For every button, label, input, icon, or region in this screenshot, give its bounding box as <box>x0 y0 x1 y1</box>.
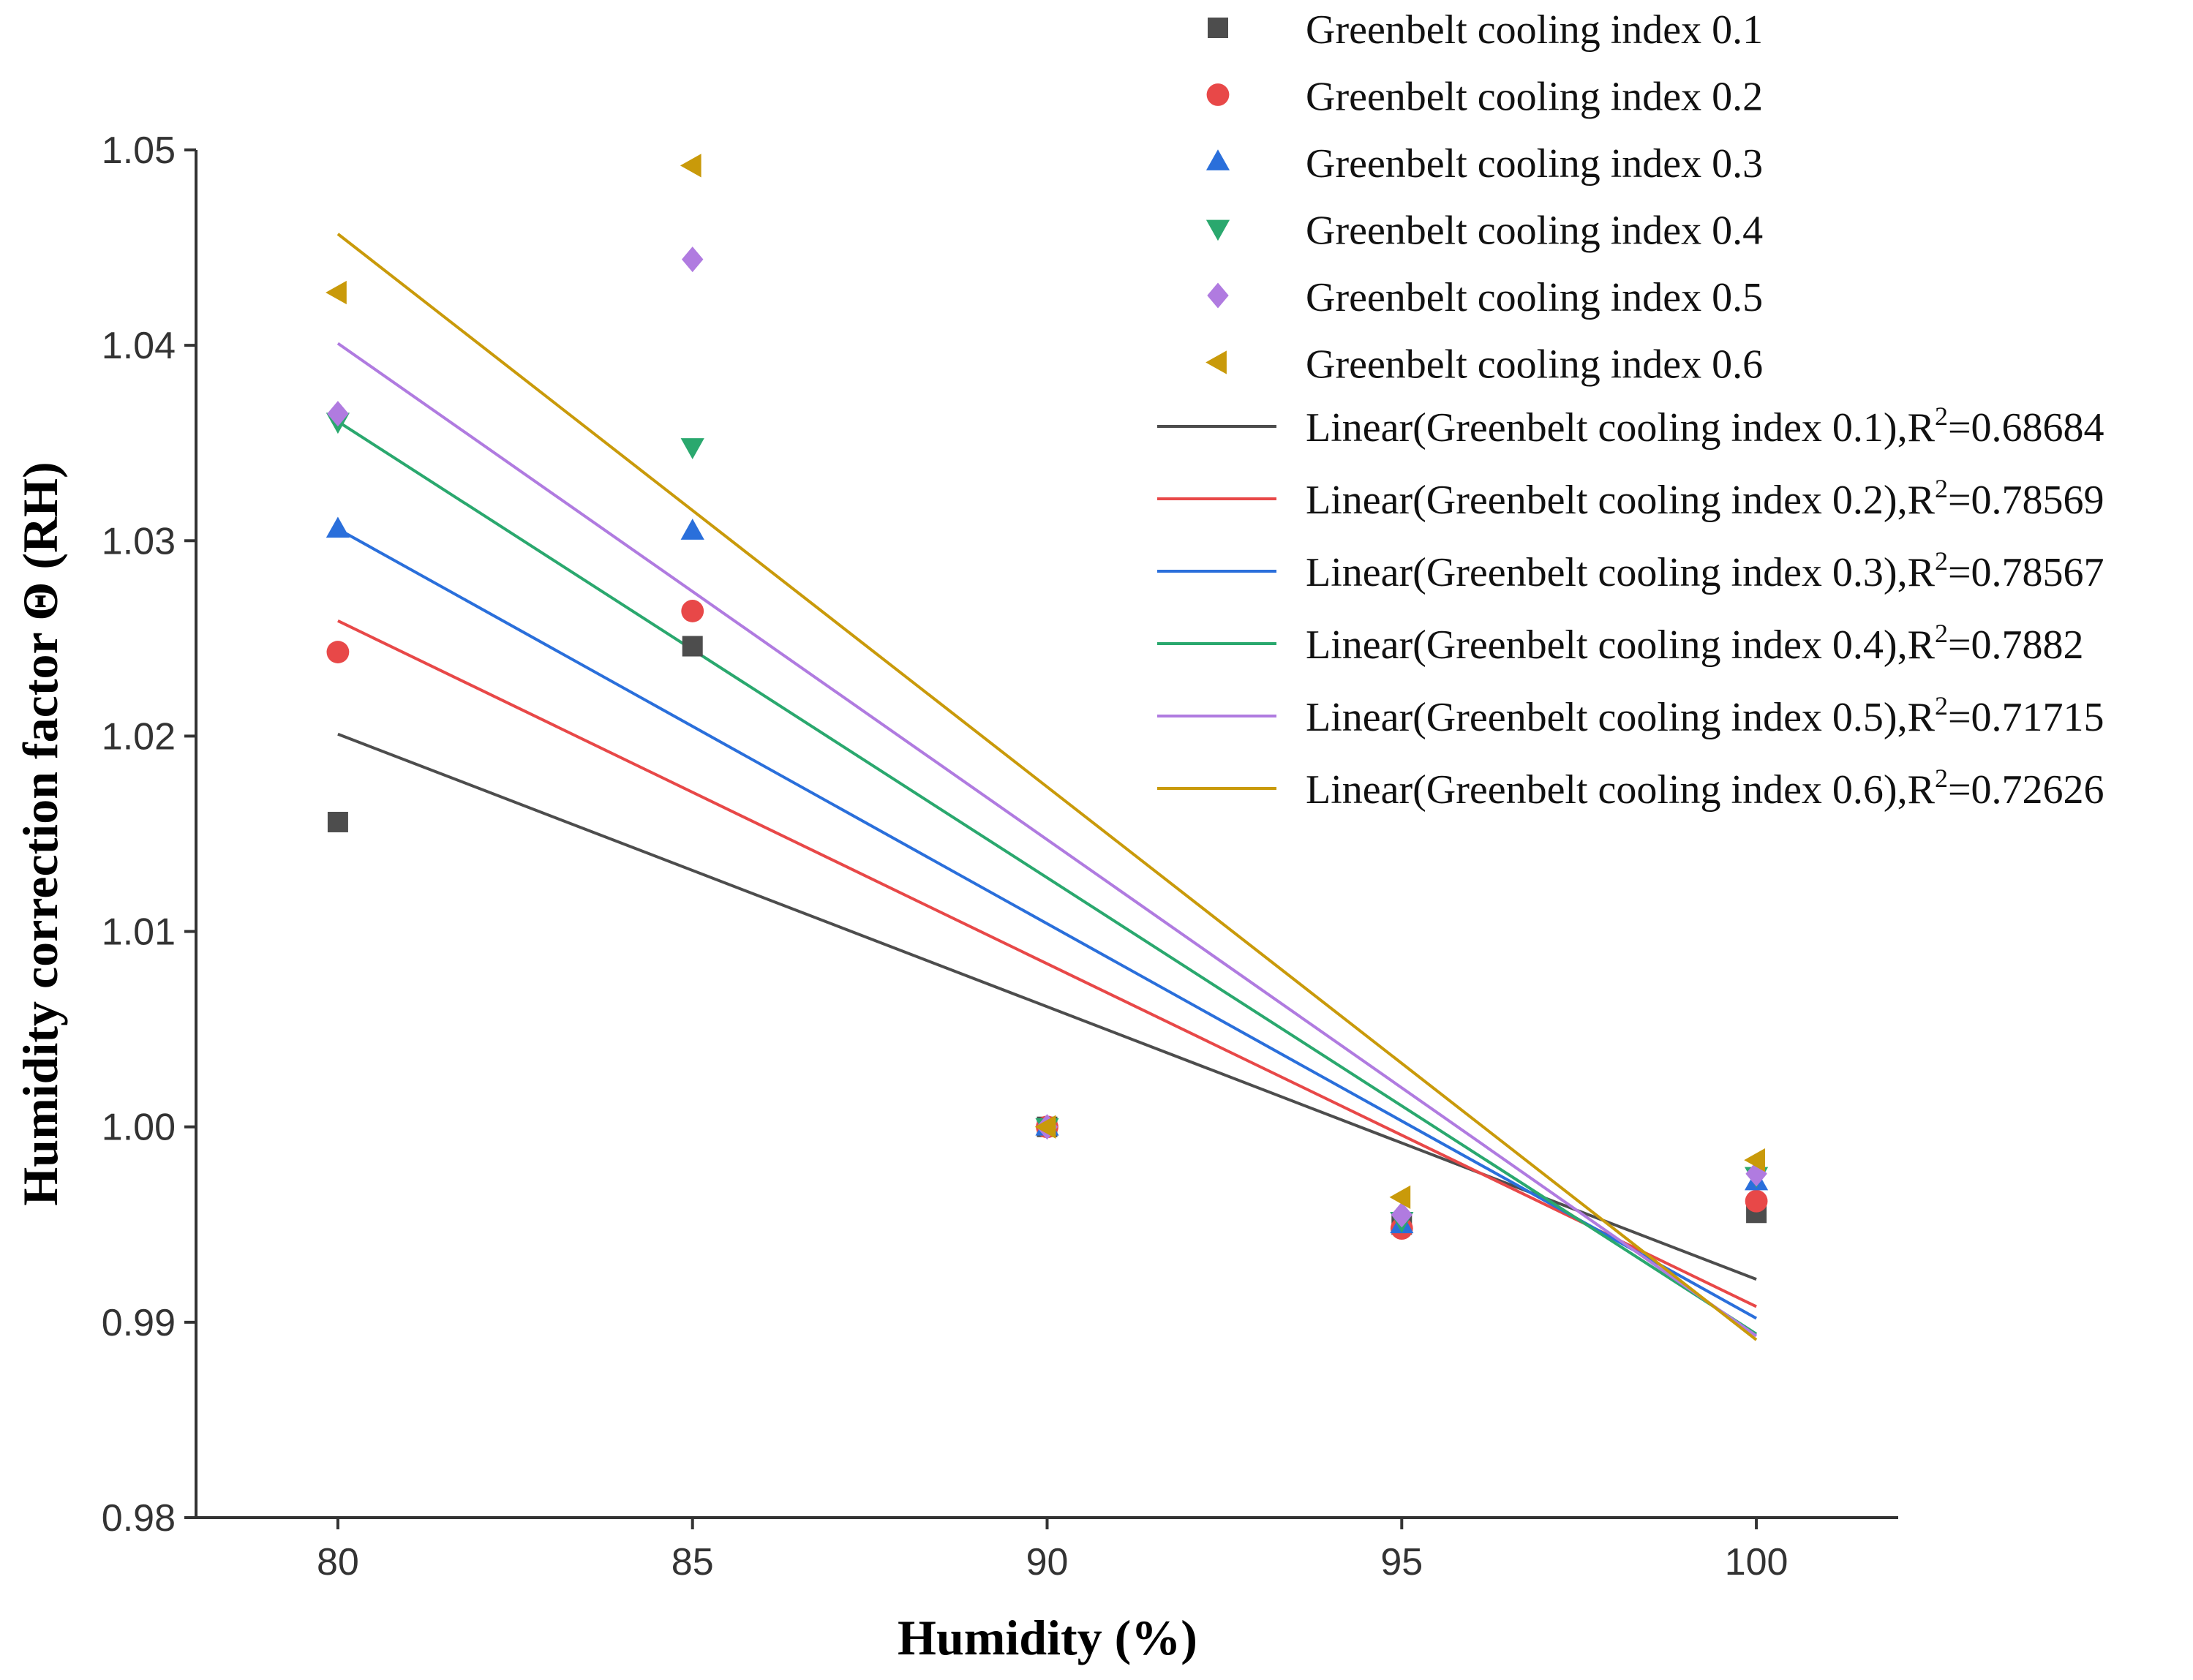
y-tick-label: 1.05 <box>102 129 176 172</box>
legend-label-4: Greenbelt cooling index 0.4 <box>1306 208 1763 254</box>
fit-line-6 <box>336 233 1758 1341</box>
y-tick-label: 0.99 <box>102 1302 176 1344</box>
fit-line-2 <box>337 619 1757 1308</box>
point-series-3-x80 <box>326 516 350 538</box>
legend-fit-label-3: Linear(Greenbelt cooling index 0.3),R2=0… <box>1306 546 2104 595</box>
legend-label-6: Greenbelt cooling index 0.6 <box>1306 342 1763 388</box>
point-series-6-x80 <box>326 280 347 305</box>
point-series-5-x85 <box>682 246 704 273</box>
point-series-1-x80 <box>327 811 348 832</box>
y-tick-label: 1.03 <box>102 520 176 562</box>
legend-label-3: Greenbelt cooling index 0.3 <box>1306 141 1763 187</box>
x-axis-title: Humidity (%) <box>898 1610 1197 1665</box>
legend-fit-label-6: Linear(Greenbelt cooling index 0.6),R2=0… <box>1306 764 2104 813</box>
fit-line-3 <box>336 527 1758 1320</box>
point-series-2-x100 <box>1745 1189 1768 1213</box>
point-series-6-x95 <box>1389 1185 1411 1209</box>
x-ticks: 80 85 90 95 100 <box>317 1518 1788 1583</box>
legend-fit-label-2: Linear(Greenbelt cooling index 0.2),R2=0… <box>1306 474 2104 523</box>
x-tick-label: 90 <box>1026 1541 1069 1583</box>
fit-line-4 <box>336 420 1758 1336</box>
legend-fit-label-4: Linear(Greenbelt cooling index 0.4),R2=0… <box>1306 619 2084 668</box>
legend-fit-label-5: Linear(Greenbelt cooling index 0.5),R2=0… <box>1306 691 2104 740</box>
legend-marker-6 <box>1205 350 1227 374</box>
point-series-1-x85 <box>682 636 703 657</box>
legend-marker-2 <box>1206 83 1230 106</box>
fit-lines <box>336 233 1758 1341</box>
y-tick-label: 1.00 <box>102 1107 176 1149</box>
point-series-6-x100 <box>1744 1148 1765 1172</box>
legend-label-1: Greenbelt cooling index 0.1 <box>1306 7 1763 53</box>
x-tick-label: 100 <box>1725 1541 1788 1583</box>
y-tick-label: 1.01 <box>102 911 176 954</box>
data-points <box>326 154 1769 1240</box>
y-axis-title: Humidity correction factor Θ (RH) <box>12 462 68 1205</box>
y-tick-label: 1.04 <box>102 325 176 367</box>
legend-marker-5 <box>1207 282 1229 309</box>
point-series-5-x80 <box>327 401 349 427</box>
legend: Greenbelt cooling index 0.1 Greenbelt coo… <box>1157 7 2104 813</box>
legend-marker-4 <box>1205 219 1230 241</box>
point-series-3-x85 <box>680 519 704 540</box>
x-tick-label: 95 <box>1380 1541 1423 1583</box>
point-series-6-x90 <box>1034 1115 1056 1139</box>
legend-label-5: Greenbelt cooling index 0.5 <box>1306 275 1763 320</box>
legend-label-2: Greenbelt cooling index 0.2 <box>1306 75 1763 120</box>
y-ticks: 0.98 0.99 1.00 1.01 1.02 1.03 1.04 1.05 <box>102 129 196 1540</box>
legend-marker-3 <box>1205 149 1230 170</box>
point-series-6-x85 <box>680 154 701 178</box>
x-tick-label: 85 <box>672 1541 714 1583</box>
y-tick-label: 0.98 <box>102 1497 176 1540</box>
x-tick-label: 80 <box>317 1541 359 1583</box>
point-series-4-x85 <box>680 438 704 459</box>
fit-line-5 <box>336 342 1758 1338</box>
point-series-5-x95 <box>1391 1202 1413 1228</box>
legend-fit-label-1: Linear(Greenbelt cooling index 0.1),R2=0… <box>1306 402 2104 451</box>
point-series-2-x85 <box>681 600 704 622</box>
y-tick-label: 1.02 <box>102 715 176 758</box>
legend-marker-1 <box>1208 18 1228 38</box>
point-series-2-x80 <box>326 641 350 663</box>
